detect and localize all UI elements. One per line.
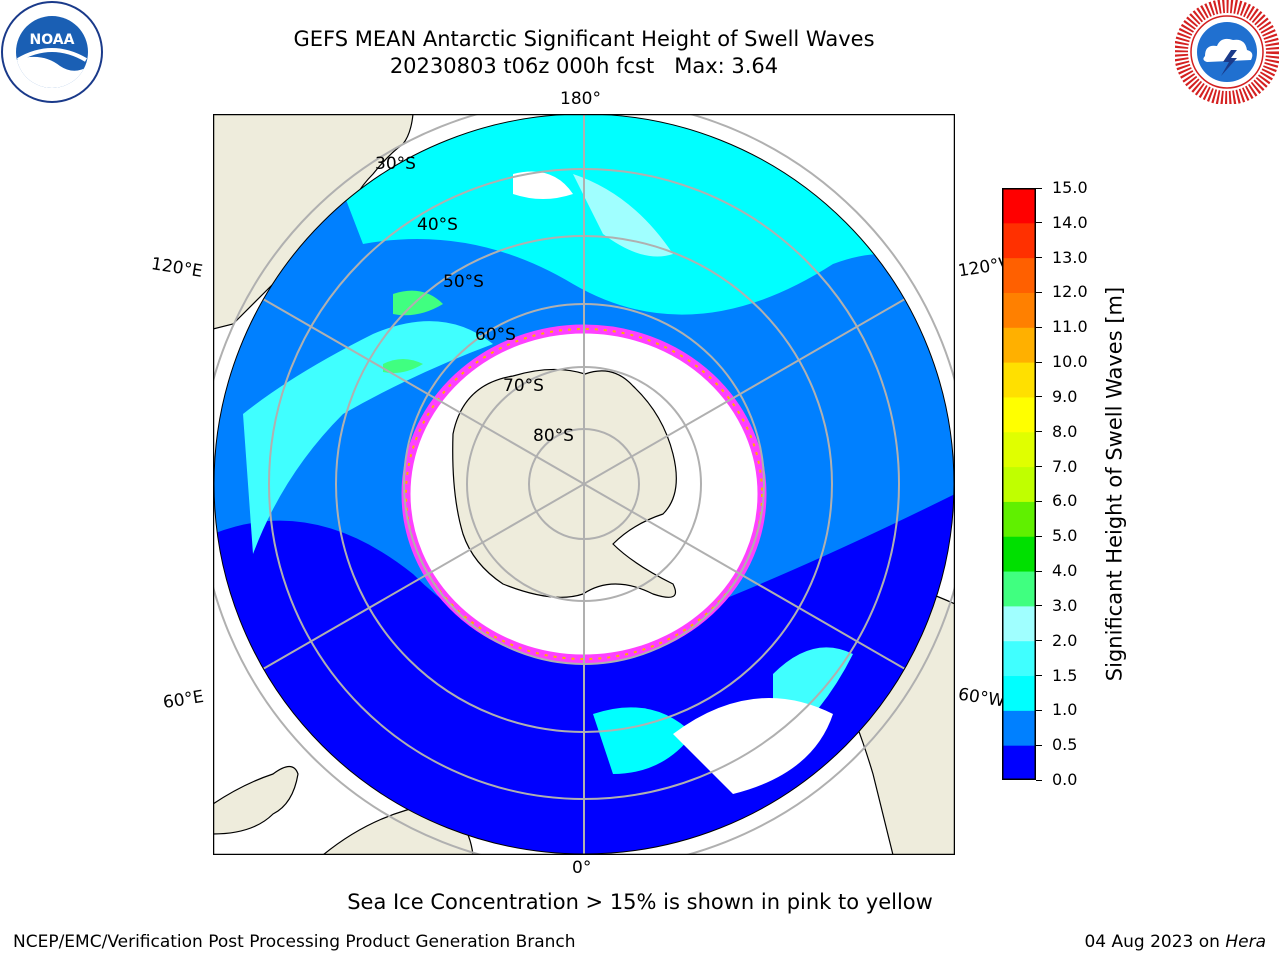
colorbar-tick-mark (1036, 779, 1042, 781)
lat-label-80s: 80°S (533, 426, 574, 446)
lon-label-120e: 120°E (149, 254, 204, 282)
colorbar-segment (1002, 362, 1036, 398)
colorbar-tick-mark (1036, 570, 1042, 572)
lat-label-70s: 70°S (503, 376, 544, 396)
colorbar-tick-label: 8.0 (1052, 421, 1078, 441)
colorbar-segment (1002, 675, 1036, 711)
footer-date: 04 Aug 2023 on Hera (1084, 932, 1266, 952)
colorbar-tick-label: 1.0 (1052, 700, 1078, 720)
colorbar-tick-mark (1036, 326, 1042, 328)
colorbar-tick-label: 2.0 (1052, 630, 1078, 650)
colorbar-tick-mark (1036, 535, 1042, 537)
colorbar-segment (1002, 710, 1036, 746)
map-panel: 30°S 40°S 50°S 60°S 70°S 80°S (213, 114, 955, 855)
lat-label-40s: 40°S (417, 215, 458, 235)
caption: Sea Ice Concentration > 15% is shown in … (347, 890, 933, 914)
colorbar-tick-mark (1036, 500, 1042, 502)
colorbar-tick-label: 4.0 (1052, 561, 1078, 581)
africa-land (213, 765, 299, 835)
colorbar-segment (1002, 292, 1036, 328)
colorbar-tick-label: 10.0 (1052, 352, 1088, 372)
lon-label-60w: 60°W (956, 684, 1006, 712)
colorbar-tick-mark (1036, 709, 1042, 711)
lat-label-50s: 50°S (443, 272, 484, 292)
lat-label-60s: 60°S (475, 325, 516, 345)
colorbar-segment (1002, 605, 1036, 642)
colorbar-tick-mark (1036, 431, 1042, 433)
colorbar-tick-label: 15.0 (1052, 178, 1088, 197)
colorbar-segment (1002, 257, 1036, 293)
chart-subtitle: 20230803 t06z 000h fcst Max: 3.64 (389, 54, 779, 78)
colorbar-segment (1002, 222, 1036, 259)
colorbar-tick-mark (1036, 605, 1042, 607)
colorbar-tick-mark (1036, 361, 1042, 363)
lon-label-180: 180° (560, 89, 601, 109)
colorbar-segment (1002, 466, 1036, 502)
colorbar-tick-label: 0.5 (1052, 735, 1078, 755)
colorbar-segment (1002, 536, 1036, 572)
colorbar-tick-mark (1036, 222, 1042, 224)
colorbar-tick-label: 11.0 (1052, 317, 1088, 337)
colorbar-tick-label: 14.0 (1052, 212, 1088, 232)
lat-label-30s: 30°S (375, 154, 416, 174)
chart-title: GEFS MEAN Antarctic Significant Height o… (293, 27, 875, 51)
lon-label-60e: 60°E (161, 686, 206, 714)
colorbar-segment (1002, 501, 1036, 537)
colorbar-segment (1002, 640, 1036, 677)
svg-text:NOAA: NOAA (30, 32, 75, 48)
colorbar-tick-mark (1036, 396, 1042, 398)
colorbar-tick-label: 0.0 (1052, 770, 1078, 789)
lon-label-0: 0° (572, 858, 592, 878)
colorbar-tick-label: 9.0 (1052, 386, 1078, 406)
nws-logo-icon (1175, 0, 1279, 104)
colorbar-segment (1002, 571, 1036, 607)
colorbar-tick-label: 1.5 (1052, 665, 1078, 685)
colorbar-segment (1002, 396, 1036, 433)
colorbar-tick-label: 7.0 (1052, 456, 1078, 476)
footer-credit: NCEP/EMC/Verification Post Processing Pr… (13, 932, 576, 952)
colorbar-tick-label: 12.0 (1052, 282, 1088, 302)
colorbar-tick-label: 3.0 (1052, 595, 1078, 615)
colorbar-segment (1002, 188, 1036, 224)
colorbar-tick-label: 5.0 (1052, 526, 1078, 546)
colorbar-frame (1002, 188, 1036, 780)
footer-host: Hera (1225, 932, 1266, 952)
lon-label-120w: 120°W (956, 254, 1006, 282)
colorbar-tick-mark (1036, 187, 1042, 189)
colorbar-tick-mark (1036, 257, 1042, 259)
colorbar-tick-mark (1036, 675, 1042, 677)
colorbar-tick-mark (1036, 466, 1042, 468)
colorbar-segment (1002, 745, 1036, 780)
noaa-logo-icon: NOAA (1, 1, 103, 103)
colorbar (1002, 188, 1036, 780)
colorbar-tick-mark (1036, 291, 1042, 293)
colorbar-tick-label: 13.0 (1052, 247, 1088, 267)
colorbar-tick-mark (1036, 640, 1042, 642)
colorbar-tick-label: 6.0 (1052, 491, 1078, 511)
colorbar-tick-mark (1036, 744, 1042, 746)
colorbar-segment (1002, 431, 1036, 468)
colorbar-segment (1002, 327, 1036, 363)
